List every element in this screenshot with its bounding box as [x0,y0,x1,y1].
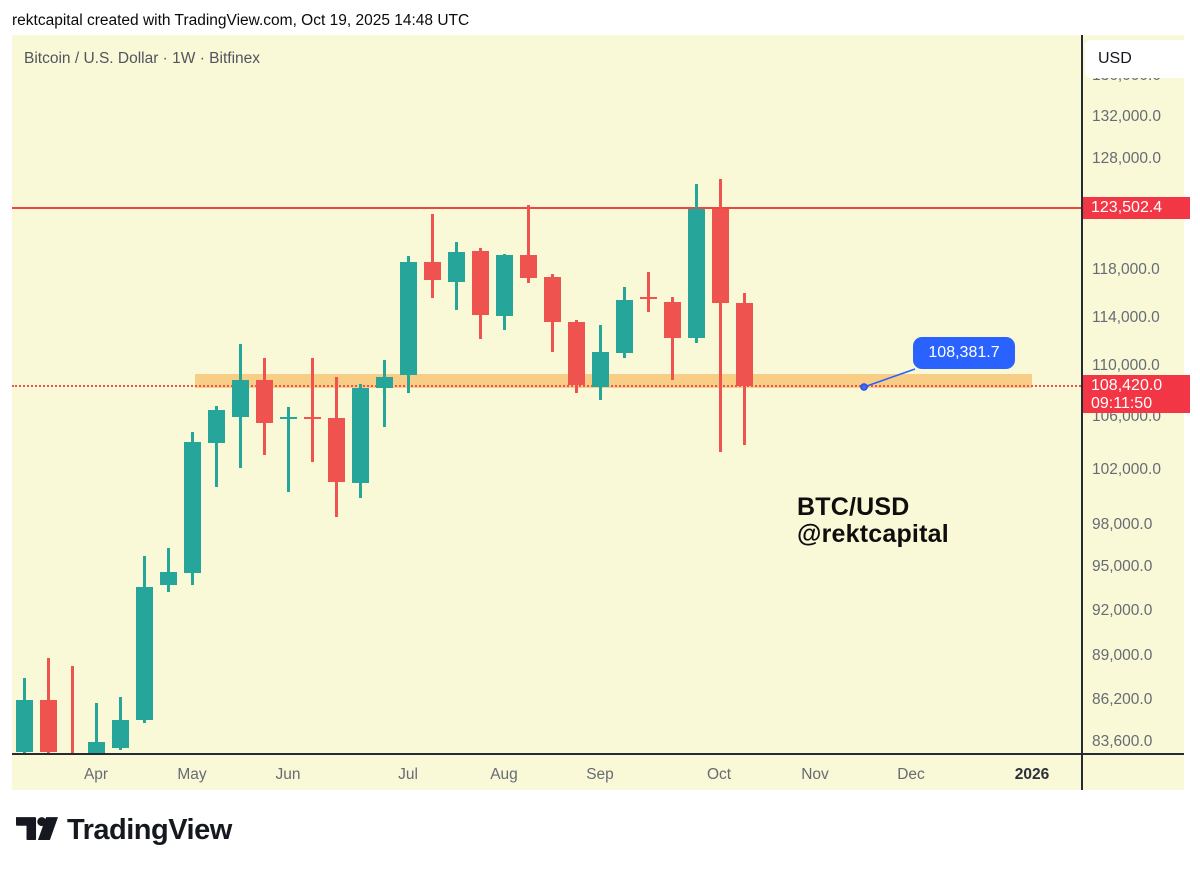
last-price-axis-label: 108,420.0 09:11:50 [1083,375,1190,414]
tradingview-logo-icon [16,816,58,840]
candle-body [135,586,153,721]
candle-body [207,409,225,443]
candle-body [111,720,129,749]
price-tick-label: 118,000.0 [1092,261,1160,279]
candle-wick [166,548,170,593]
watermark-line2: @rektcapital [797,520,949,548]
candle-wick [310,358,314,463]
candle-body [735,302,753,387]
tradingview-brand-text: TradingView [67,813,232,846]
time-tick-label: Aug [490,766,518,783]
candle-body [39,700,57,752]
candle-body [423,261,441,280]
last-price-dotted-line [12,385,1081,388]
price-tick-label: 92,000.0 [1092,601,1153,619]
resistance-level-line[interactable] [12,207,1081,210]
candle-body [711,208,729,303]
time-tick-label: Sep [586,766,614,783]
support-band [195,374,1032,389]
attribution-text: rektcapital created with TradingView.com… [12,12,470,29]
currency-button[interactable]: USD [1085,40,1193,78]
candle-body [447,251,465,283]
candle-body [279,416,297,420]
time-tick-label: Apr [83,766,109,783]
bar-countdown: 09:11:50 [1091,395,1153,413]
candle-body [543,277,561,323]
watermark-text: BTC/USD @rektcapital [797,494,949,548]
candle-body [471,250,489,316]
candle-body [399,261,417,376]
price-axis[interactable]: 136,000.0132,000.0128,000.0118,000.0114,… [1083,35,1184,753]
time-tick-label: Jul [398,766,418,783]
price-axis-line [1081,35,1083,790]
candle-wick [670,297,674,381]
candle-wick [646,272,650,313]
callout-pointer-line [860,367,916,391]
price-tick-label: 86,200.0 [1092,691,1153,709]
time-tick-label: Nov [801,766,829,783]
candle-body [327,418,345,483]
price-tick-label: 89,000.0 [1092,647,1153,665]
candle-wick [94,703,98,753]
time-tick-label: 2026 [1014,766,1050,783]
price-callout-label[interactable]: 108,381.7 [913,337,1015,369]
time-tick-label: Jun [275,766,301,783]
candle-body [87,742,105,753]
price-tick-label: 98,000.0 [1092,515,1153,533]
candle-body [615,299,633,353]
level-price-axis-label: 123,502.4 [1083,197,1190,220]
candle-body [591,352,609,387]
candle-wick [718,179,722,453]
time-axis[interactable]: Apr May Jun Jul Aug Sep Oct Nov Dec 2026 [12,755,1081,790]
chart-container: BTC/USD @rektcapital 108,381.7 Bitcoin /… [12,35,1193,790]
time-tick-label: Oct [706,766,732,783]
time-tick-label: May [177,766,207,783]
candle-body [495,254,513,317]
candle-body [567,322,585,385]
candle-body [159,572,177,586]
candle-wick [70,665,74,753]
candle-wick [430,213,434,298]
candle-wick [382,359,386,427]
candle-body [687,208,705,339]
candle-wick [526,204,530,283]
candle-body [351,387,369,483]
candle-body [303,416,321,420]
candle-body [519,254,537,278]
candle-wick [286,406,290,492]
candle-body [375,376,393,389]
candle-body [255,380,273,423]
time-axis-line [12,753,1184,755]
price-tick-label: 110,000.0 [1092,357,1160,375]
price-tick-label: 114,000.0 [1092,308,1160,326]
price-tick-label: 132,000.0 [1092,108,1161,125]
candle-body [183,442,201,574]
candle-wick [214,405,218,488]
time-tick-label: Dec [897,766,925,783]
chart-pane[interactable]: BTC/USD @rektcapital 108,381.7 [12,35,1081,753]
candle-body [231,380,249,418]
symbol-title[interactable]: Bitcoin / U.S. Dollar · 1W · Bitfinex [24,50,261,67]
tradingview-footer-link[interactable]: TradingView [16,811,232,849]
price-tick-label: 128,000.0 [1092,150,1161,168]
last-price-value: 108,420.0 [1091,377,1163,395]
price-tick-label: 102,000.0 [1092,460,1161,478]
watermark-line1: BTC/USD [797,493,910,521]
price-tick-label: 83,600.0 [1092,733,1153,750]
level-price-value: 123,502.4 [1091,199,1163,217]
candle-body [15,700,33,752]
candle-body [663,301,681,339]
price-tick-label: 95,000.0 [1092,558,1153,576]
candle-body [639,296,657,300]
